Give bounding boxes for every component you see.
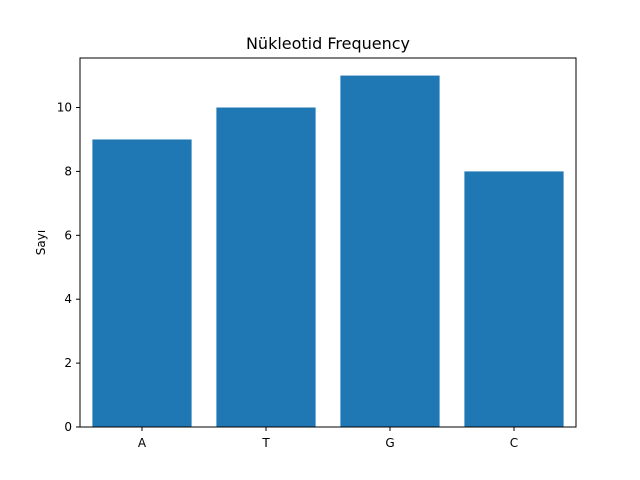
y-tick-label: 0 bbox=[64, 420, 72, 434]
plot-frame bbox=[79, 57, 577, 428]
y-tick-label: 10 bbox=[57, 101, 72, 115]
y-tick-label: 6 bbox=[64, 228, 72, 242]
chart-title: Nükleotid Frequency bbox=[246, 34, 410, 53]
x-tick-label: C bbox=[510, 436, 518, 450]
y-axis: 0 2 4 6 8 10 bbox=[57, 101, 80, 434]
bar-group bbox=[92, 75, 564, 428]
y-axis-label: Sayı bbox=[34, 230, 48, 255]
y-tick-label: 4 bbox=[64, 292, 72, 306]
bar-t bbox=[216, 107, 316, 428]
x-tick-label: A bbox=[138, 436, 147, 450]
y-tick-label: 8 bbox=[64, 164, 72, 178]
bar-a bbox=[92, 139, 192, 427]
x-tick-label: G bbox=[385, 436, 394, 450]
y-tick-label: 2 bbox=[64, 356, 72, 370]
bar-g bbox=[340, 75, 440, 428]
x-tick-label: T bbox=[261, 436, 270, 450]
bar-c bbox=[464, 171, 564, 427]
